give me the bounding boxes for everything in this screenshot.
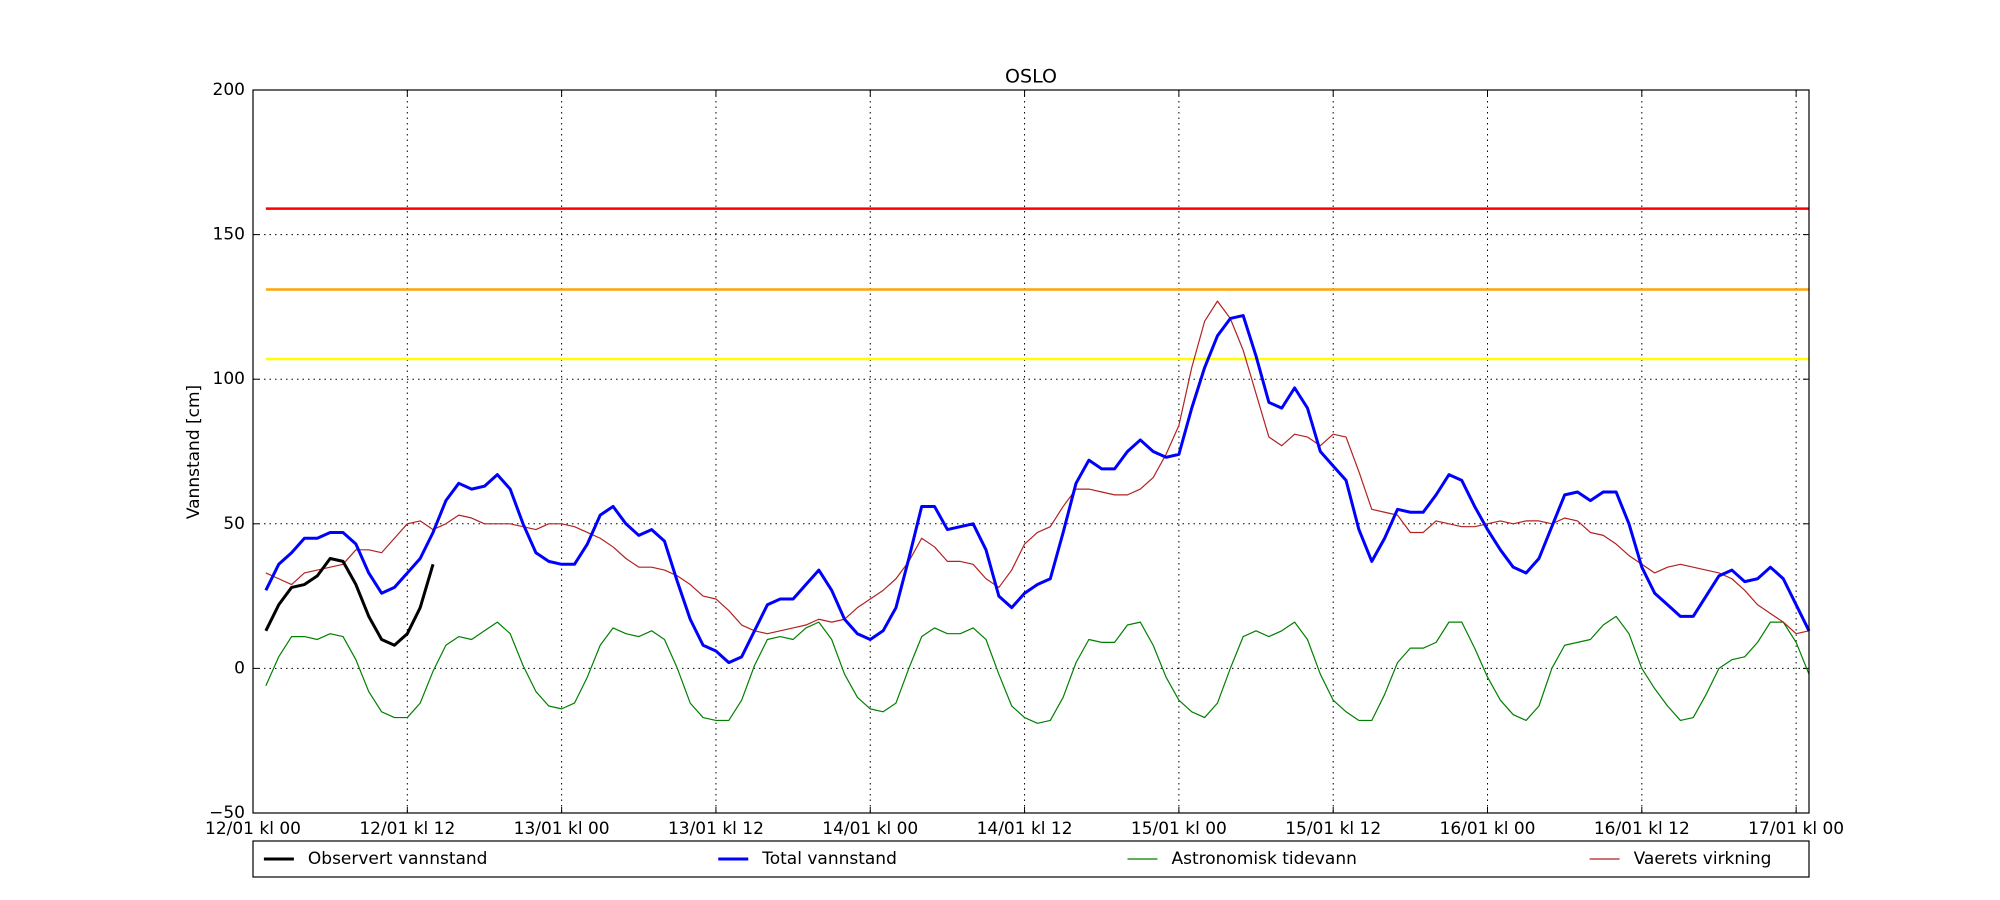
y-tick-label: 200 xyxy=(213,80,245,100)
y-axis-label: Vannstand [cm] xyxy=(184,385,204,519)
legend-box xyxy=(252,840,1810,878)
y-tick-label: −50 xyxy=(209,803,245,823)
series-line xyxy=(264,557,435,647)
x-tick-label: 15/01 kl 00 xyxy=(1131,819,1227,839)
x-tick-label: 13/01 kl 00 xyxy=(514,819,610,839)
y-tick-label: 0 xyxy=(234,658,245,678)
y-tick-label: 150 xyxy=(213,225,245,245)
x-tick-label: 17/01 kl 00 xyxy=(1748,819,1844,839)
legend-label: Observert vannstand xyxy=(308,849,488,869)
x-tick-label: 12/01 kl 00 xyxy=(205,819,301,839)
legend-label: Total vannstand xyxy=(761,849,897,869)
x-tick-label: 16/01 kl 00 xyxy=(1440,819,1536,839)
y-tick-label: 50 xyxy=(223,514,245,534)
x-tick-label: 15/01 kl 12 xyxy=(1285,819,1381,839)
x-tick-label: 13/01 kl 12 xyxy=(668,819,764,839)
legend-label: Astronomisk tidevann xyxy=(1171,849,1356,869)
chart-title: OSLO xyxy=(1005,66,1057,88)
legend-label: Vaerets virkning xyxy=(1634,849,1772,869)
x-tick-label: 16/01 kl 12 xyxy=(1594,819,1690,839)
series-line xyxy=(264,314,1811,665)
series-line xyxy=(265,615,1810,724)
x-tick-label: 14/01 kl 12 xyxy=(977,819,1073,839)
y-tick-label: 100 xyxy=(213,369,245,389)
x-tick-label: 14/01 kl 00 xyxy=(822,819,918,839)
plot-frame xyxy=(252,89,1810,814)
x-tick-label: 12/01 kl 12 xyxy=(359,819,455,839)
